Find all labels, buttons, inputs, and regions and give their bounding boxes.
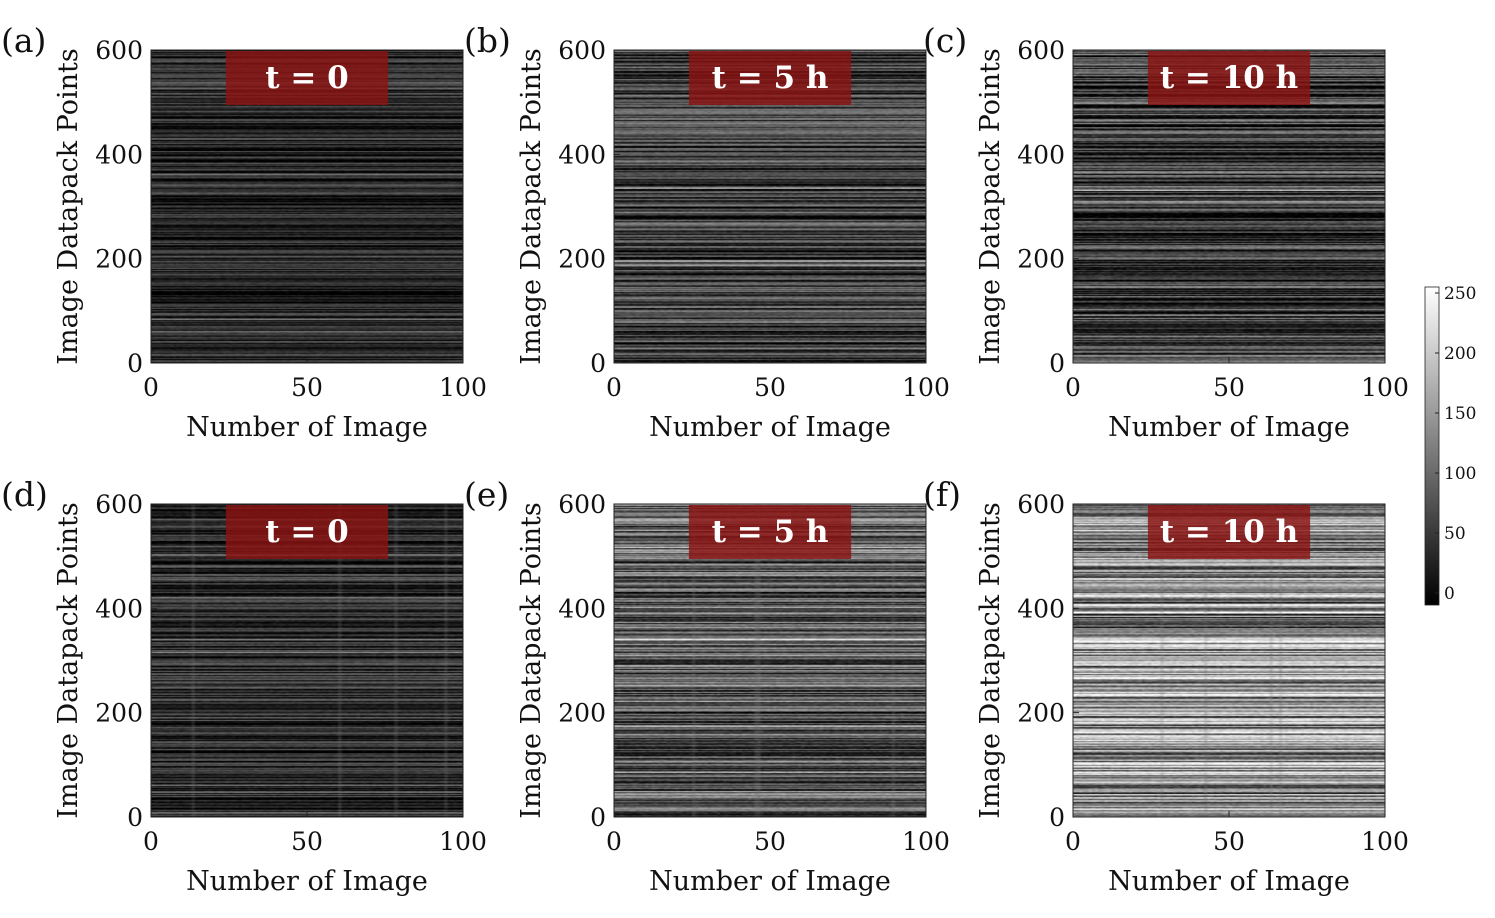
annotation-box — [1147, 505, 1311, 559]
annotation-label: t = 10 h — [1160, 60, 1298, 96]
y-tick-label: 200 — [1017, 245, 1065, 274]
x-axis-label: Number of Image — [649, 412, 891, 443]
annotation-label: t = 5 h — [712, 60, 829, 96]
annotation-box — [688, 505, 852, 559]
annotation-box — [225, 51, 389, 105]
colorbar-tick-label: 250 — [1444, 284, 1476, 304]
y-tick-label: 200 — [1017, 699, 1065, 728]
x-axis-label: Number of Image — [1108, 412, 1350, 443]
y-tick-label: 0 — [1049, 349, 1065, 378]
x-tick-label: 100 — [1361, 373, 1409, 402]
panel-label: (b) — [464, 21, 511, 60]
y-tick-label: 0 — [1049, 803, 1065, 832]
panel-c: t = 10 h 0 50 100 0 200 400 600 Number of Image I… — [923, 21, 1409, 443]
annotation-box — [1147, 51, 1311, 105]
panel-f: t = 10 h 0 50 100 0 200 400 600 Number of Image I… — [923, 475, 1409, 897]
y-tick-label: 200 — [558, 245, 606, 274]
y-tick-label: 0 — [127, 803, 143, 832]
x-axis-label: Number of Image — [186, 412, 428, 443]
panel-label: (f) — [923, 475, 961, 514]
panel-a: t = 0 0 50 100 0 200 400 600 Number of Image Imag… — [1, 21, 487, 443]
y-tick-label: 200 — [95, 699, 143, 728]
y-tick-label: 600 — [558, 490, 606, 519]
y-tick-label: 400 — [558, 140, 606, 169]
annotation-box — [688, 51, 852, 105]
x-tick-label: 100 — [902, 827, 950, 856]
x-tick-label: 100 — [439, 827, 487, 856]
y-tick-label: 0 — [127, 349, 143, 378]
panel-label: (c) — [923, 21, 967, 60]
panel-b: t = 5 h 0 50 100 0 200 400 600 Number of Image Im… — [464, 21, 950, 443]
x-axis-label: Number of Image — [186, 866, 428, 897]
colorbar-tick-label: 100 — [1444, 464, 1476, 484]
y-tick-label: 200 — [95, 245, 143, 274]
y-tick-label: 0 — [590, 803, 606, 832]
x-tick-label: 100 — [1361, 827, 1409, 856]
y-axis-label: Image Datapack Points — [53, 48, 84, 364]
annotation-box — [225, 505, 389, 559]
y-axis-label: Image Datapack Points — [975, 48, 1006, 364]
y-tick-label: 400 — [95, 594, 143, 623]
x-tick-label: 0 — [143, 827, 159, 856]
y-tick-label: 200 — [558, 699, 606, 728]
y-tick-label: 0 — [590, 349, 606, 378]
x-axis-label: Number of Image — [649, 866, 891, 897]
panel-e: t = 5 h 0 50 100 0 200 400 600 Number of Image Im… — [464, 475, 950, 897]
colorbar: 0 50 100 150 200 250 — [1424, 284, 1476, 606]
y-axis-label: Image Datapack Points — [516, 48, 547, 364]
x-tick-label: 100 — [902, 373, 950, 402]
y-tick-label: 600 — [1017, 36, 1065, 65]
y-tick-label: 600 — [95, 36, 143, 65]
annotation-label: t = 0 — [265, 514, 348, 550]
colorbar-gradient — [1424, 286, 1440, 606]
y-tick-label: 400 — [1017, 140, 1065, 169]
x-tick-label: 50 — [1213, 373, 1245, 402]
y-tick-label: 600 — [558, 36, 606, 65]
x-tick-label: 50 — [1213, 827, 1245, 856]
colorbar-tick-label: 150 — [1444, 404, 1476, 424]
x-tick-label: 50 — [754, 827, 786, 856]
y-tick-label: 400 — [95, 140, 143, 169]
colorbar-tick-label: 50 — [1444, 524, 1466, 544]
x-tick-label: 0 — [1065, 827, 1081, 856]
annotation-label: t = 0 — [265, 60, 348, 96]
x-tick-label: 0 — [606, 827, 622, 856]
y-tick-label: 600 — [95, 490, 143, 519]
annotation-label: t = 10 h — [1160, 514, 1298, 550]
panel-label: (a) — [1, 21, 46, 60]
panel-label: (d) — [1, 475, 48, 514]
colorbar-tick-label: 200 — [1444, 344, 1476, 364]
x-tick-label: 0 — [143, 373, 159, 402]
panel-label: (e) — [464, 475, 509, 514]
x-tick-label: 50 — [291, 827, 323, 856]
y-axis-label: Image Datapack Points — [975, 502, 1006, 818]
x-tick-label: 50 — [291, 373, 323, 402]
colorbar-tick-label: 0 — [1444, 584, 1455, 604]
y-axis-label: Image Datapack Points — [53, 502, 84, 818]
panel-d: t = 0 0 50 100 0 200 400 600 Number of Image Imag… — [1, 475, 487, 897]
x-axis-label: Number of Image — [1108, 866, 1350, 897]
x-tick-label: 50 — [754, 373, 786, 402]
y-tick-label: 600 — [1017, 490, 1065, 519]
x-tick-label: 0 — [1065, 373, 1081, 402]
annotation-label: t = 5 h — [712, 514, 829, 550]
y-tick-label: 400 — [1017, 594, 1065, 623]
x-tick-label: 0 — [606, 373, 622, 402]
x-tick-label: 100 — [439, 373, 487, 402]
y-tick-label: 400 — [558, 594, 606, 623]
y-axis-label: Image Datapack Points — [516, 502, 547, 818]
